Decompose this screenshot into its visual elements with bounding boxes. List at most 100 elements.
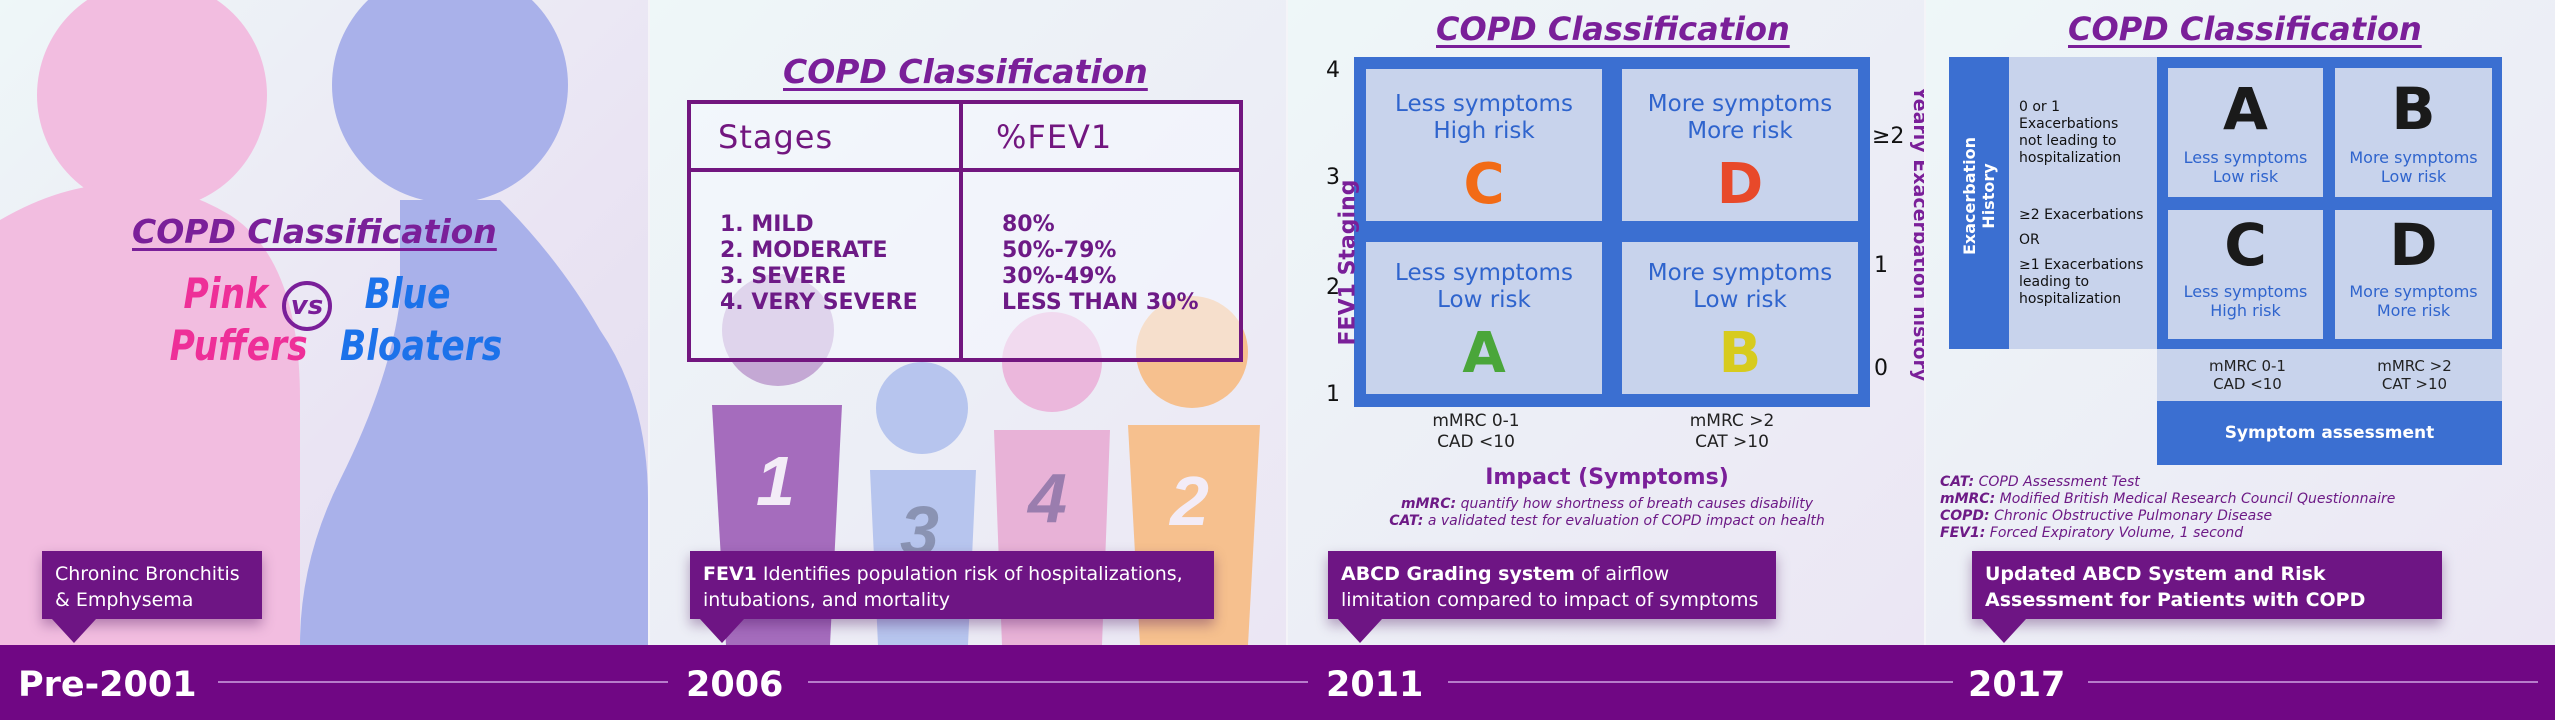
- figure-number-2: 2: [1168, 462, 1209, 540]
- blue-line1: Blue: [364, 269, 451, 318]
- row-line: 0 or 1: [2019, 99, 2061, 115]
- callout-pointer: [700, 619, 744, 643]
- left-tick: 3: [1326, 165, 1340, 190]
- stages-list: 1. MILD 2. MODERATE 3. SEVERE 4. VERY SE…: [720, 212, 918, 316]
- cell-line2: More risk: [1687, 118, 1793, 144]
- blue-bloaters-label: Blue Bloaters: [340, 268, 502, 372]
- sym-line: CAD <10: [2213, 375, 2282, 393]
- figure-number-4: 4: [1026, 459, 1067, 537]
- timeline-bar: Pre-2001 2006 2011 2017: [0, 645, 2555, 720]
- symptom-labels-row: mMRC 0-1 CAD <10 mMRC >2 CAT >10: [2157, 349, 2502, 401]
- cell-2017-a: A Less symptoms Low risk: [2165, 65, 2326, 200]
- left-tick: 4: [1326, 58, 1340, 83]
- letter-a: A: [2223, 75, 2268, 143]
- mmrc-note: mMRC: quantify how shortness of breath c…: [1288, 496, 1926, 513]
- fev1-row: 30%-49%: [1002, 264, 1117, 289]
- callout-bold: ABCD Grading system: [1341, 563, 1575, 585]
- right-tick: 1: [1874, 253, 1888, 278]
- cell-line1: More symptoms: [2349, 148, 2478, 167]
- cell-line2: High risk: [1433, 118, 1535, 144]
- exacerbation-history-bar: Exacerbation History: [1949, 57, 2009, 349]
- right-tick: 0: [1874, 356, 1888, 381]
- callout-text: Identifies population risk of hospitaliz…: [703, 563, 1183, 611]
- abbr-value: Forced Expiratory Volume, 1 second: [1985, 525, 2244, 541]
- note-key: mMRC:: [1400, 496, 1457, 512]
- cell-line1: Less symptoms: [1395, 91, 1573, 117]
- note-text: quantify how shortness of breath causes …: [1456, 496, 1814, 512]
- year-2006: 2006: [686, 665, 784, 705]
- fev1-row: 80%: [1002, 212, 1055, 237]
- year-pre-2001: Pre-2001: [18, 665, 197, 705]
- cell-2017-d: D More symptoms More risk: [2332, 207, 2495, 342]
- row1-label: 0 or 1 Exacerbations not leading to hosp…: [2019, 99, 2121, 167]
- abbr-value: COPD Assessment Test: [1974, 474, 2140, 490]
- callout-pointer: [1338, 619, 1382, 643]
- stages-header: Stages: [718, 118, 834, 156]
- callout-2006: FEV1 Identifies population risk of hospi…: [690, 551, 1214, 619]
- fev1-row: LESS THAN 30%: [1002, 290, 1199, 315]
- fev1-stages-table: Stages %FEV1 1. MILD 2. MODERATE 3. SEVE…: [687, 100, 1243, 362]
- symptom-assessment-bar: Symptom assessment: [2157, 401, 2502, 465]
- exacerbation-row-labels: 0 or 1 Exacerbations not leading to hosp…: [2009, 57, 2157, 349]
- cell-line1: Less symptoms: [2183, 282, 2308, 301]
- silhouette-figures: [0, 0, 648, 645]
- letter-d: D: [2389, 211, 2438, 279]
- year-2011: 2011: [1326, 665, 1424, 705]
- abbr-key: mMRC:: [1940, 491, 1996, 507]
- panel-2006: COPD Classification 1 3 4 2 Stages %FEV1…: [648, 0, 1288, 645]
- grid-letter-c: C: [1463, 152, 1505, 217]
- letter-b: B: [2391, 75, 2436, 143]
- abbr-key: CAT:: [1940, 474, 1975, 490]
- timeline-segment: [218, 681, 668, 683]
- vs-badge: vs: [282, 281, 332, 331]
- sym-line: mMRC >2: [2377, 357, 2452, 375]
- fev1-staging-axis-label: FEV1 Staging: [1335, 179, 1361, 346]
- impact-axis-label: Impact (Symptoms): [1485, 465, 1729, 490]
- grid-letter-b: B: [1718, 321, 1762, 386]
- cell-line1: Less symptoms: [1395, 260, 1573, 286]
- row-line: hospitalization: [2019, 291, 2122, 307]
- abcd-grid: Less symptoms High risk C More symptoms …: [1354, 57, 1870, 407]
- timeline-segment: [2088, 681, 2538, 683]
- pink-puffers-label: Pink Puffers: [170, 268, 308, 372]
- note-key: CAT:: [1389, 513, 1424, 529]
- exacerbation-history-label: Exacerbation History: [1960, 136, 1998, 256]
- cell-line1: More symptoms: [2349, 282, 2478, 301]
- left-tick: 2: [1326, 275, 1340, 300]
- grid-cell-d: More symptoms More risk D: [1617, 64, 1863, 226]
- sym-label-right: mMRC >2 CAT >10: [2332, 357, 2497, 393]
- panel-pre-2001: COPD Classification Pink Puffers vs Blue…: [0, 0, 648, 645]
- abbr-key: COPD:: [1940, 508, 1990, 524]
- grid-cell-a: Less symptoms Low risk A: [1361, 237, 1607, 399]
- cell-line2: More risk: [2376, 301, 2451, 320]
- cell-line1: Less symptoms: [2183, 148, 2308, 167]
- x-label-line: CAD <10: [1437, 432, 1515, 452]
- sym-line: mMRC 0-1: [2209, 357, 2286, 375]
- panel3-title: COPD Classification: [1436, 10, 1790, 48]
- grid-letter-a: A: [1462, 321, 1506, 386]
- pink-line1: Pink: [183, 269, 268, 318]
- timeline-segment: [1448, 681, 1953, 683]
- row-line: ≥1 Exacerbations: [2019, 257, 2144, 273]
- panel4-title: COPD Classification: [2068, 10, 2422, 48]
- callout-pointer: [52, 619, 96, 643]
- year-2017: 2017: [1968, 665, 2066, 705]
- cell-line1: More symptoms: [1647, 260, 1833, 286]
- grid-letter-d: D: [1716, 152, 1764, 217]
- cat-note: CAT: a validated test for evaluation of …: [1288, 513, 1926, 530]
- figure-number-1: 1: [756, 442, 795, 520]
- abbreviation-list: CAT: COPD Assessment Test mMRC: Modified…: [1940, 474, 2395, 542]
- stage-row: 4. VERY SEVERE: [720, 290, 918, 315]
- callout-bold: FEV1: [703, 563, 757, 585]
- abbr-key: FEV1:: [1940, 525, 1986, 541]
- cell-line2: High risk: [2210, 301, 2281, 320]
- stage-row: 1. MILD: [720, 212, 814, 237]
- row2-label: ≥2 Exacerbations OR ≥1 Exacerbations lea…: [2019, 207, 2143, 308]
- callout-pointer: [1982, 619, 2026, 643]
- abbr-row: mMRC: Modified British Medical Research …: [1940, 491, 2395, 508]
- cell-line1: More symptoms: [1647, 91, 1833, 117]
- cell-line2: Low risk: [1693, 287, 1787, 313]
- abbr-value: Chronic Obstructive Pulmonary Disease: [1989, 508, 2273, 524]
- x-label-left: mMRC 0-1 CAD <10: [1396, 411, 1556, 453]
- callout-2011: ABCD Grading system of airflow limitatio…: [1328, 551, 1776, 619]
